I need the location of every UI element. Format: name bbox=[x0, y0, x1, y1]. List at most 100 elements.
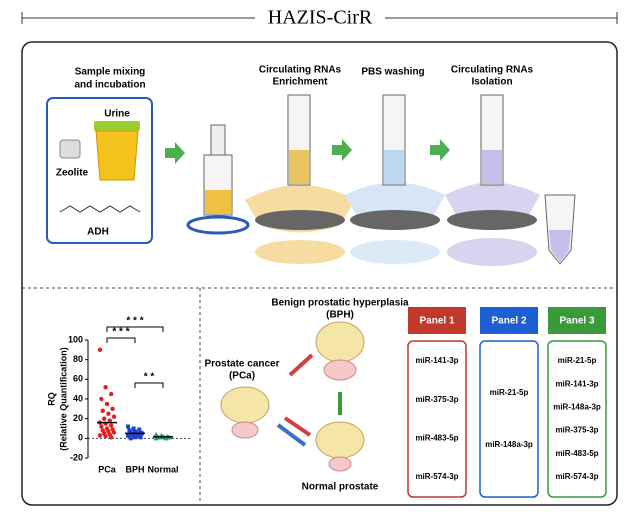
prostate-pca bbox=[220, 386, 270, 439]
point bbox=[138, 435, 143, 440]
point bbox=[163, 435, 169, 441]
prostate-bph bbox=[315, 321, 365, 381]
step-label: PBS washing bbox=[361, 67, 424, 78]
mirna: miR-141-3p bbox=[555, 379, 598, 388]
filter-shadow bbox=[447, 238, 537, 266]
mirna: miR-375-3p bbox=[415, 395, 458, 404]
point bbox=[104, 401, 110, 407]
panel-list bbox=[479, 340, 539, 498]
step-label: Enrichment bbox=[272, 77, 328, 88]
zeolite-cube bbox=[59, 139, 81, 159]
y-tick-label: 20 bbox=[73, 413, 83, 423]
arrow bbox=[165, 142, 185, 164]
syringe-fill bbox=[482, 150, 502, 184]
point bbox=[107, 418, 113, 423]
pca-label: (PCa) bbox=[229, 371, 255, 382]
point bbox=[99, 396, 104, 402]
y-tick-label: -20 bbox=[70, 452, 83, 462]
point bbox=[133, 435, 137, 440]
arrow bbox=[283, 416, 312, 437]
mirna: miR-574-3p bbox=[555, 472, 598, 481]
outer-frame bbox=[21, 41, 618, 506]
pca-label: Prostate cancer bbox=[204, 359, 279, 370]
adh-label: ADH bbox=[87, 227, 109, 238]
mirna: miR-148a-3p bbox=[553, 403, 601, 412]
panel-header bbox=[408, 307, 466, 334]
step-label: Circulating RNAs bbox=[451, 65, 534, 76]
point bbox=[99, 424, 104, 429]
point bbox=[103, 434, 108, 439]
rq-chart: -20 0 20 40 60 80 100 RQ (Relative Quantificatio… bbox=[46, 316, 190, 474]
filter bbox=[447, 210, 537, 230]
point bbox=[109, 435, 114, 440]
panel-title: Panel 2 bbox=[491, 316, 526, 327]
x-tick-label: Normal bbox=[147, 464, 178, 474]
y-tick-label: 60 bbox=[73, 374, 83, 384]
point bbox=[153, 435, 159, 441]
significance: * * bbox=[144, 372, 155, 383]
point bbox=[128, 436, 133, 441]
filter bbox=[255, 210, 345, 230]
point bbox=[106, 411, 111, 416]
panel-list bbox=[407, 340, 467, 498]
title: HAZIS-CirR bbox=[268, 7, 373, 29]
normal-label: Normal prostate bbox=[302, 482, 379, 493]
mirna: miR-574-3p bbox=[415, 472, 458, 481]
bracket bbox=[134, 382, 164, 388]
tube-fill bbox=[549, 230, 571, 262]
bracket bbox=[106, 337, 136, 343]
point bbox=[109, 423, 114, 428]
filter bbox=[350, 210, 440, 230]
panel-header bbox=[480, 307, 538, 334]
y-tick-label: 100 bbox=[68, 334, 83, 344]
bracket bbox=[106, 326, 164, 332]
x-tick-label: BPH bbox=[125, 464, 144, 474]
point bbox=[109, 391, 114, 397]
mirna: miR-21-5p bbox=[490, 388, 529, 397]
significance: * * * bbox=[126, 316, 143, 327]
syringe-fill bbox=[289, 150, 309, 184]
point bbox=[97, 347, 103, 353]
syringe bbox=[186, 124, 250, 235]
y-tick-label: 40 bbox=[73, 393, 83, 403]
panel-title: Panel 1 bbox=[419, 316, 454, 327]
mirna: miR-21-5p bbox=[558, 356, 597, 365]
panels: Panel 1 miR-141-3p miR-375-3p miR-483-5p miR… bbox=[407, 307, 607, 498]
y-label: (Relative Quantification) bbox=[58, 347, 68, 451]
significance: * * * bbox=[112, 327, 129, 338]
x-tick-label: PCa bbox=[98, 464, 117, 474]
step-label: Sample mixing bbox=[75, 67, 146, 78]
filter-shadow bbox=[350, 240, 440, 264]
urine-label: Urine bbox=[104, 109, 130, 120]
mirna: miR-375-3p bbox=[555, 426, 598, 435]
point bbox=[103, 385, 108, 390]
bph-label: Benign prostatic hyperplasia bbox=[271, 298, 409, 309]
prostate-normal bbox=[315, 421, 365, 472]
point bbox=[137, 427, 142, 432]
point bbox=[100, 408, 106, 413]
filter-shadow bbox=[255, 240, 345, 264]
bph-label: (BPH) bbox=[326, 310, 354, 321]
step-label: Circulating RNAs bbox=[259, 65, 342, 76]
step-label: and incubation bbox=[74, 80, 145, 91]
arrow bbox=[430, 139, 450, 161]
y-label: RQ bbox=[46, 392, 56, 406]
mirna: miR-483-5p bbox=[415, 433, 458, 442]
mirna: miR-483-5p bbox=[555, 449, 598, 458]
title-bg bbox=[255, 6, 385, 30]
adh-structure bbox=[59, 205, 141, 213]
y-tick-label: 80 bbox=[73, 354, 83, 364]
zeolite-label: Zeolite bbox=[56, 168, 89, 179]
y-tick-label: 0 bbox=[78, 433, 83, 443]
urine-cup bbox=[95, 130, 139, 181]
arrow bbox=[288, 353, 314, 377]
arrow bbox=[332, 139, 352, 161]
point bbox=[97, 433, 103, 438]
panel-title: Panel 3 bbox=[559, 316, 594, 327]
mirna: miR-141-3p bbox=[415, 356, 458, 365]
panel-header bbox=[548, 307, 606, 334]
point bbox=[102, 416, 107, 421]
point bbox=[110, 406, 115, 412]
panel-list bbox=[547, 340, 607, 498]
